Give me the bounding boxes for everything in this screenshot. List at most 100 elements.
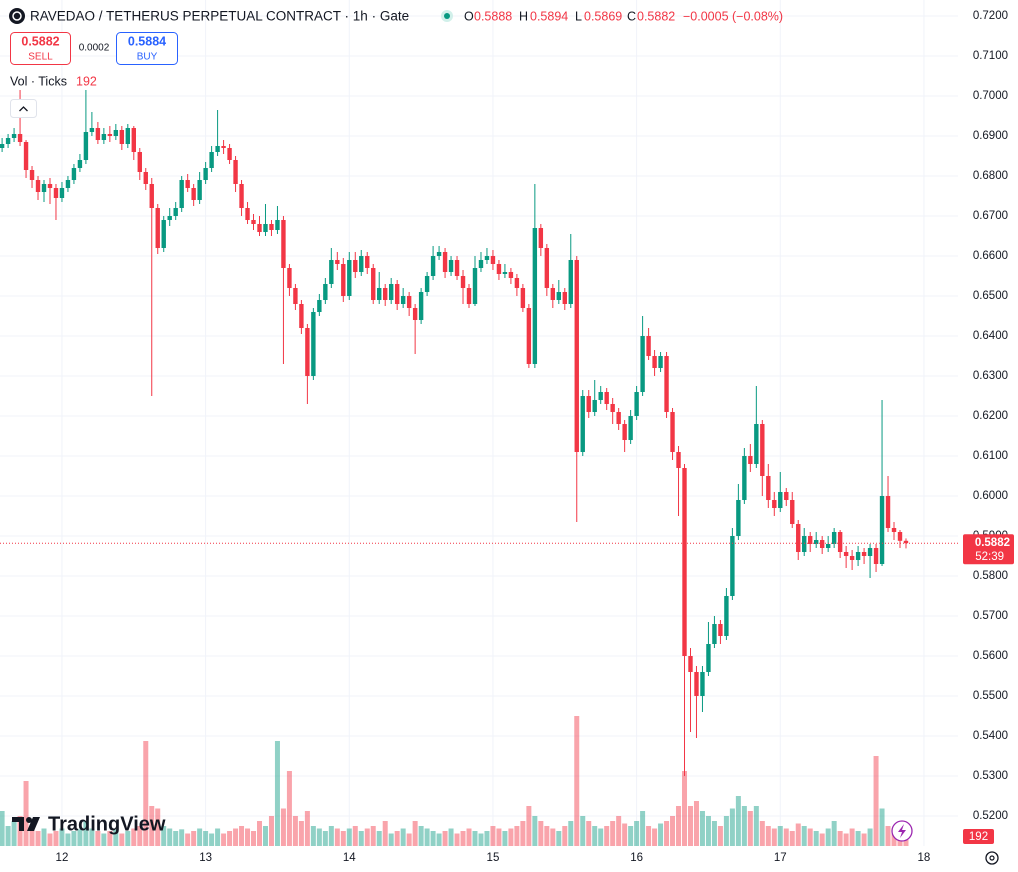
volume-bar	[436, 833, 442, 846]
candle-body	[23, 142, 29, 170]
buy-price: 0.5884	[128, 34, 166, 48]
volume-bar	[35, 831, 41, 846]
volume-bar	[544, 826, 550, 846]
y-tick-label: 0.6000	[973, 490, 1008, 502]
volume-bar	[239, 826, 245, 846]
candle-body	[885, 496, 891, 528]
volume-bar	[508, 828, 514, 846]
candle-body	[430, 256, 436, 276]
candle-body	[562, 292, 567, 304]
volume-bar	[382, 821, 388, 846]
volume-bar	[717, 826, 723, 846]
y-tick-label: 0.6100	[973, 450, 1008, 462]
volume-bar	[137, 826, 143, 846]
candle-body	[736, 500, 741, 536]
sell-button[interactable]	[10, 32, 71, 65]
candle-body	[700, 672, 705, 696]
candle-body	[329, 260, 334, 284]
buy-label: BUY	[137, 52, 158, 63]
open-value: 0.5888	[474, 9, 512, 23]
volume-bar	[412, 821, 418, 846]
volume-bar	[388, 833, 394, 846]
candle-body	[634, 392, 639, 416]
candle-body	[592, 400, 597, 412]
volume-bar	[693, 801, 699, 846]
candle-body	[424, 276, 430, 292]
candle-body	[526, 308, 532, 364]
volume-bar	[352, 826, 358, 846]
y-tick-label: 0.5300	[973, 770, 1008, 782]
candle-body	[394, 284, 400, 304]
collapse-button[interactable]	[10, 99, 37, 118]
volume-bar	[430, 831, 436, 846]
volume-bar	[460, 831, 466, 846]
candle-body	[137, 152, 142, 172]
candle-body	[53, 188, 59, 198]
volume-bar	[490, 826, 496, 846]
settings-button[interactable]	[985, 851, 999, 865]
candle-body	[478, 260, 484, 268]
volume-bar	[83, 821, 89, 846]
volume-bar	[179, 829, 185, 846]
candle-body	[107, 134, 113, 136]
candle-body	[879, 496, 885, 564]
candle-body	[406, 296, 412, 308]
candle-body	[664, 356, 669, 412]
y-tick-label: 0.5800	[973, 570, 1008, 582]
brand-icon-part	[26, 817, 32, 823]
candle-body	[185, 180, 190, 188]
volume-bar	[149, 806, 155, 846]
y-tick-label: 0.5600	[973, 650, 1008, 662]
candle-body	[293, 288, 298, 304]
candle-body	[47, 184, 53, 188]
volume-bar	[753, 806, 759, 846]
volume-bar	[292, 816, 298, 846]
candle-body	[544, 248, 550, 288]
volume-bar	[59, 828, 65, 846]
close-label: C	[627, 9, 636, 23]
volume-bar	[418, 826, 424, 846]
candle-body	[849, 556, 855, 560]
x-tick-label: 15	[487, 852, 500, 864]
volume-bar	[221, 833, 227, 846]
settings-icon	[989, 855, 995, 861]
volume-bar	[759, 821, 765, 846]
volume-bar	[837, 831, 843, 846]
candle-body	[760, 424, 765, 476]
volume-bar	[11, 821, 17, 846]
sell-label: SELL	[28, 52, 53, 63]
volume-bar	[670, 816, 676, 846]
candle-body	[215, 146, 220, 152]
candle-body	[454, 260, 460, 276]
candle-body	[538, 228, 544, 248]
candle-body	[95, 128, 101, 140]
candle-body	[173, 208, 178, 216]
candle-body	[790, 500, 795, 524]
volume-bar	[143, 741, 149, 846]
last-price-box	[963, 534, 1014, 565]
volume-bar	[514, 826, 520, 846]
candle-body	[335, 260, 340, 264]
volume-bar	[699, 811, 705, 846]
candle-body	[400, 296, 406, 304]
candle-body	[388, 284, 394, 300]
volume-bar	[119, 833, 125, 846]
candle-body	[89, 128, 95, 132]
volume-bar	[771, 828, 777, 846]
buy-button[interactable]	[116, 32, 178, 65]
volume-bar	[646, 826, 652, 846]
volume-bar	[340, 831, 346, 846]
symbol-title[interactable]: RAVEDAO / TETHERUS PERPETUAL CONTRACT · …	[30, 9, 409, 24]
candle-body	[353, 260, 358, 272]
x-tick-label: 16	[630, 852, 643, 864]
volume-bar	[628, 826, 634, 846]
candle-body	[113, 130, 119, 136]
volume-bar	[574, 716, 580, 846]
y-tick-label: 0.6500	[973, 290, 1008, 302]
y-tick-label: 0.7200	[973, 10, 1008, 22]
candle-body	[448, 260, 454, 272]
candle-body	[287, 268, 292, 288]
volume-bar	[777, 826, 783, 846]
